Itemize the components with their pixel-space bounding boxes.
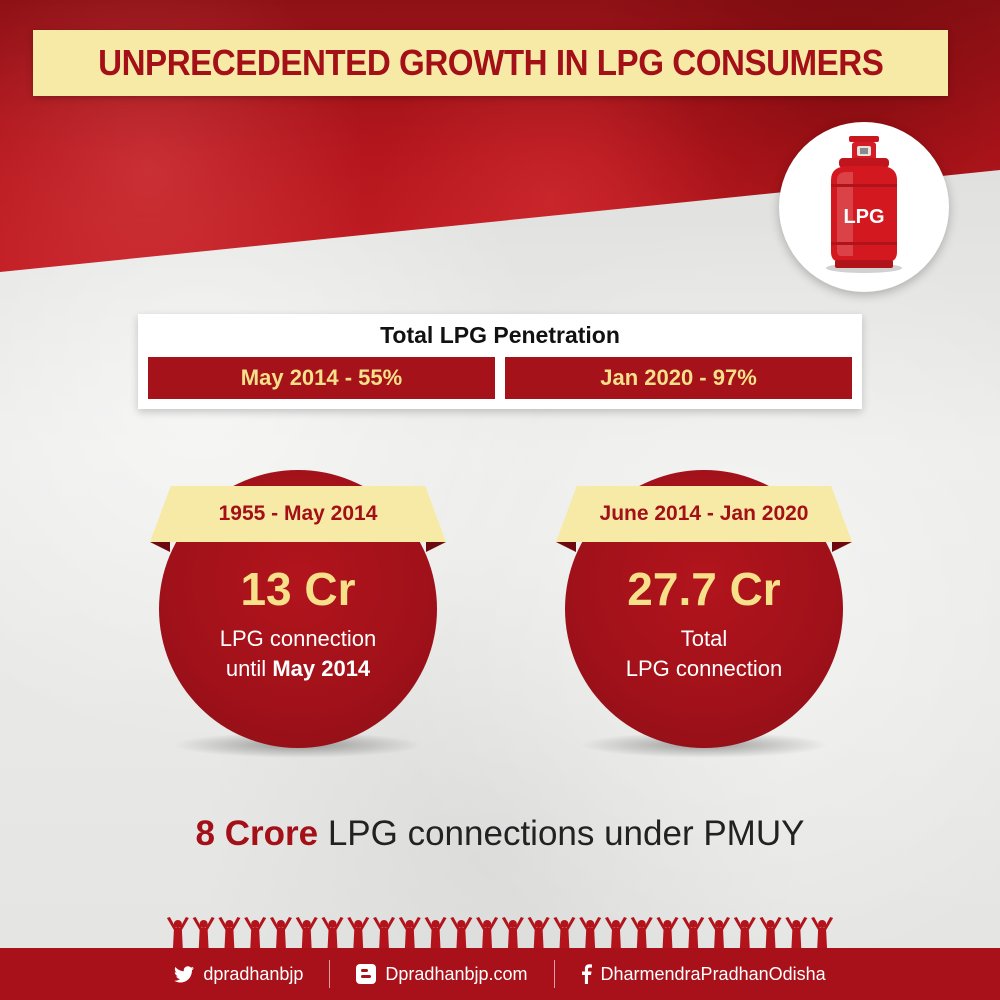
twitter-handle: dpradhanbjp (203, 963, 304, 984)
facebook-icon (581, 964, 592, 984)
person-icon (192, 917, 215, 950)
lpg-cylinder-badge: LPG (779, 122, 949, 292)
person-icon (476, 917, 499, 950)
ribbon-fold-right (832, 542, 852, 552)
person-icon (373, 917, 396, 950)
ribbon-fold-left (150, 542, 170, 552)
person-icon (347, 917, 370, 950)
person-icon (295, 917, 318, 950)
caption-bold: May 2014 (272, 656, 371, 681)
penetration-2020: Jan 2020 - 97% (505, 357, 852, 399)
person-icon (811, 917, 834, 950)
person-icon (398, 917, 421, 950)
penetration-heading: Total LPG Penetration (380, 322, 620, 348)
stat-caption-line2: LPG connection (625, 656, 783, 681)
person-icon (450, 917, 473, 950)
stat-value: 13 Cr (240, 563, 356, 615)
lpg-cylinder-icon: LPG (826, 136, 902, 273)
penetration-panel: Total LPG Penetration May 2014 - 55% Jan… (138, 314, 862, 409)
person-icon (579, 917, 602, 950)
facebook-page: DharmendraPradhanOdisha (600, 963, 826, 984)
penetration-2014: May 2014 - 55% (148, 357, 495, 399)
stat-caption-line2: until May 2014 (159, 656, 437, 682)
person-icon (501, 917, 524, 950)
footer-facebook[interactable]: DharmendraPradhanOdisha (581, 964, 826, 985)
person-icon (708, 917, 731, 950)
person-icon (785, 917, 808, 950)
person-icon (630, 917, 653, 950)
stat-card-since-2014: June 2014 - Jan 2020 27.7 Cr Total LPG c… (556, 470, 852, 758)
person-icon (759, 917, 782, 950)
person-icon (527, 917, 550, 950)
page-title: UNPRECEDENTED GROWTH IN LPG CONSUMERS (97, 42, 884, 83)
caption-prefix: until (225, 656, 273, 681)
stat-value: 27.7 Cr (627, 563, 781, 615)
blog-url: Dpradhanbjp.com (385, 963, 528, 984)
person-icon (656, 917, 679, 950)
stat-card-until-2014: 1955 - May 2014 13 Cr LPG connection unt… (150, 470, 446, 758)
period-ribbon: 1955 - May 2014 (150, 486, 446, 542)
period-ribbon: June 2014 - Jan 2020 (556, 486, 852, 542)
footer-blog[interactable]: Dpradhanbjp.com (356, 963, 528, 985)
person-icon (269, 917, 292, 950)
pmuy-highlight: 8 Crore (195, 814, 319, 853)
title-banner: UNPRECEDENTED GROWTH IN LPG CONSUMERS (33, 30, 948, 96)
blogger-icon (356, 964, 377, 984)
footer-divider (553, 960, 555, 988)
pmuy-text: LPG connections under PMUY (318, 814, 805, 853)
crowd-people-icons (166, 917, 834, 950)
person-icon (166, 917, 189, 950)
person-icon (604, 917, 627, 950)
person-icon (682, 917, 705, 950)
stat-caption-line1: Total (680, 626, 728, 651)
person-icon (321, 917, 344, 950)
footer-divider (329, 960, 331, 988)
person-icon (218, 917, 241, 950)
person-icon (733, 917, 756, 950)
twitter-icon (174, 965, 195, 982)
footer-twitter[interactable]: dpradhanbjp (174, 964, 303, 985)
footer-bar: dpradhanbjp Dpradhanbjp.com DharmendraPr… (0, 948, 1000, 1000)
person-icon (424, 917, 447, 950)
person-icon (244, 917, 267, 950)
person-icon (553, 917, 576, 950)
ribbon-fold-right (426, 542, 446, 552)
ribbon-fold-left (556, 542, 576, 552)
cylinder-label: LPG (843, 206, 884, 228)
stat-caption-line1: LPG connection (219, 626, 377, 651)
pmuy-statement: 8 Crore LPG connections under PMUY (0, 814, 1000, 854)
